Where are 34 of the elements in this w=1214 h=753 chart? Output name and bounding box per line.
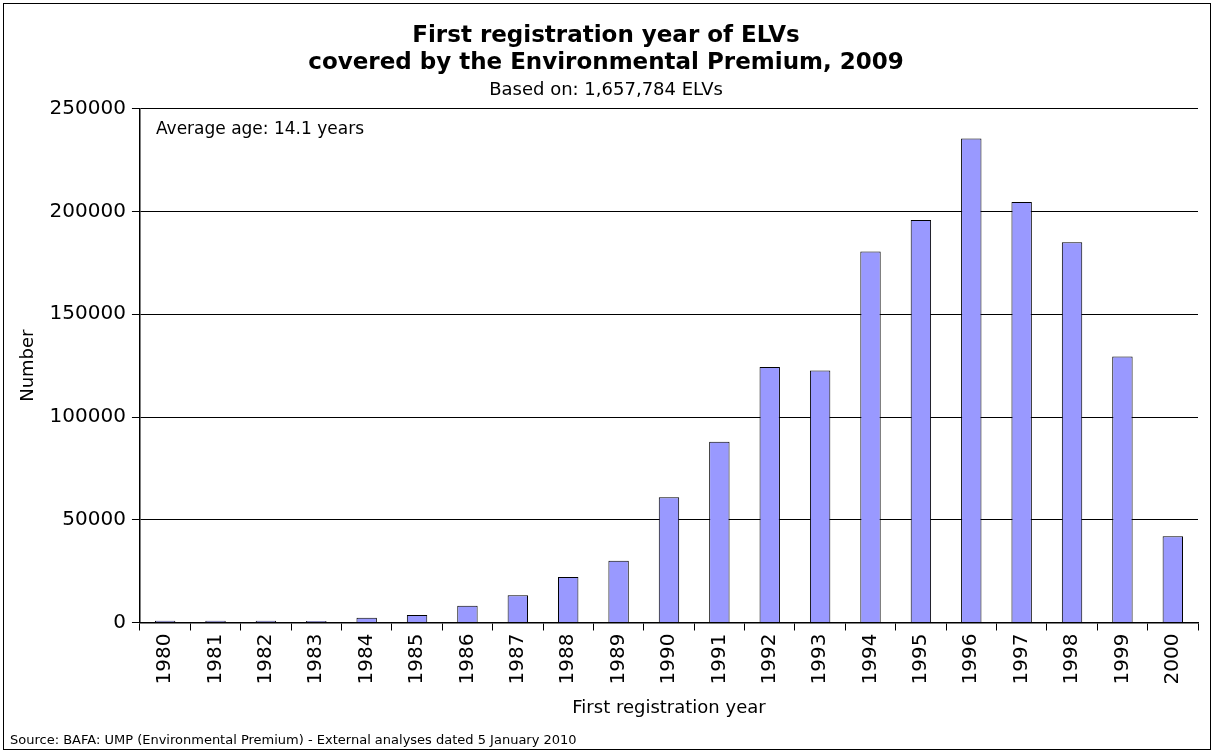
x-tick-label: 1985 [403, 633, 428, 685]
y-tick-label: 100000 [49, 403, 126, 428]
x-tick-label: 1990 [655, 633, 680, 685]
x-tick-label: 1998 [1058, 633, 1083, 685]
x-tick-label: 1995 [907, 633, 932, 685]
y-tick-label: 250000 [49, 95, 126, 119]
x-tick-label: 1981 [201, 633, 226, 685]
y-tick-label: 150000 [49, 300, 126, 325]
x-tick-label: 1982 [252, 633, 277, 685]
y-tick-label: 200000 [49, 197, 126, 222]
x-tick-label: 1999 [1108, 633, 1133, 685]
text: First registration year of ELVs [412, 20, 800, 47]
x-tick-label: 1991 [705, 633, 730, 685]
x-tick-label: 1997 [1007, 633, 1032, 685]
x-tick-label: 1983 [302, 633, 327, 685]
y-tick-label: 0 [113, 608, 126, 633]
x-tick-label: 1993 [806, 633, 831, 685]
source-note: Source: BAFA: UMP (Environmental Premium) - External analyses dated 5 January 2010 [10, 732, 577, 747]
annotation: Average age: 14.1 years [155, 117, 365, 138]
x-tick-label: 1989 [604, 633, 629, 685]
x-tick-label: 1986 [453, 633, 478, 685]
x-tick-label: 1987 [504, 633, 529, 685]
x-tick-label: 2000 [1159, 633, 1184, 685]
x-axis-title: First registration year [572, 695, 767, 717]
text: covered by the Environmental Premium, 2009 [308, 48, 904, 75]
chart-subtitle: Based on: 1,657,784 ELVs [489, 77, 723, 99]
x-tick-label: 1994 [856, 633, 881, 685]
y-axis-title: Number [16, 328, 38, 402]
y-tick-label: 50000 [62, 505, 126, 530]
x-tick-label: 1984 [352, 633, 377, 685]
x-tick-label: 1980 [151, 633, 176, 685]
x-tick-label: 1988 [554, 633, 579, 685]
x-tick-label: 1996 [957, 633, 982, 685]
x-tick-label: 1992 [755, 633, 780, 685]
